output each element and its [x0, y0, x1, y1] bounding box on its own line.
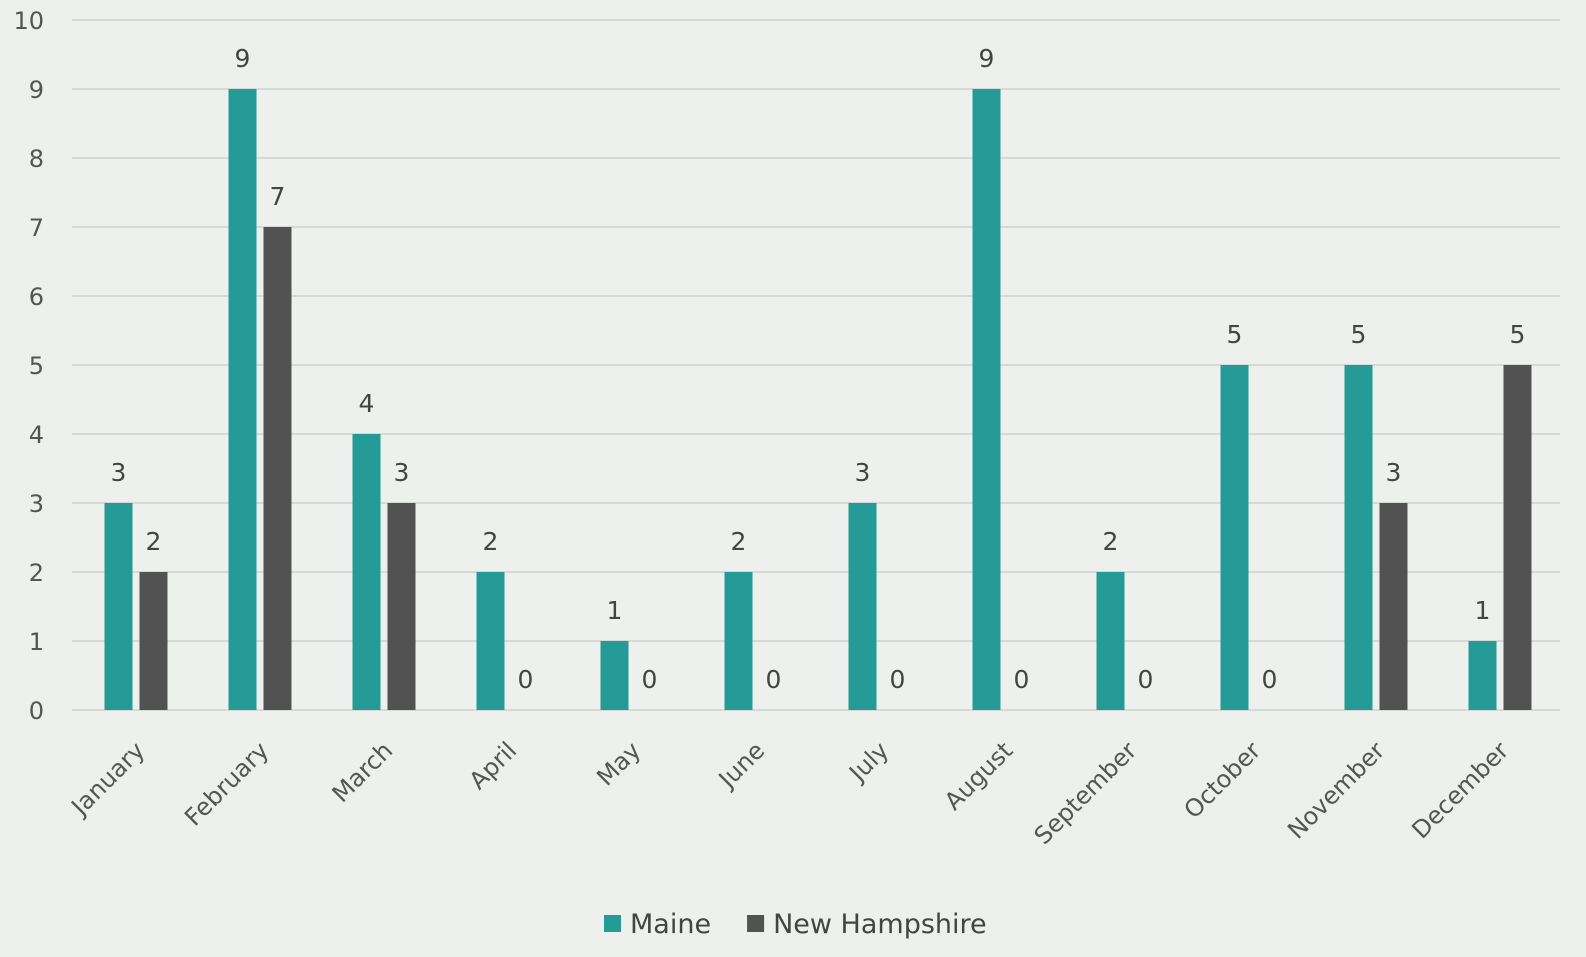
data-label: 3: [111, 458, 127, 487]
x-tick-label: April: [464, 736, 523, 795]
data-label: 5: [1227, 320, 1243, 349]
y-tick-label: 7: [29, 214, 44, 242]
x-tick-label: August: [939, 736, 1018, 815]
x-tick-label: September: [1029, 736, 1143, 850]
y-tick-label: 5: [29, 352, 44, 380]
x-tick-label: May: [591, 736, 646, 791]
data-label: 0: [1014, 665, 1030, 694]
bar: [228, 89, 257, 710]
data-label: 2: [146, 527, 162, 556]
x-tick-label: July: [843, 736, 895, 788]
legend-label: Maine: [630, 909, 711, 940]
bar: [1344, 365, 1373, 710]
bar: [724, 572, 753, 710]
data-label: 7: [270, 182, 286, 211]
data-label: 2: [731, 527, 747, 556]
y-tick-label: 9: [29, 76, 44, 104]
data-label: 5: [1351, 320, 1367, 349]
bar: [352, 434, 381, 710]
bar: [848, 503, 877, 710]
y-tick-label: 10: [13, 7, 44, 35]
data-label: 9: [979, 44, 995, 73]
data-label: 1: [607, 596, 623, 625]
data-label: 9: [235, 44, 251, 73]
x-tick-label: February: [179, 736, 274, 831]
x-tick-label: January: [65, 736, 151, 822]
data-label: 3: [394, 458, 410, 487]
bar: [1379, 503, 1408, 710]
bar: [1220, 365, 1249, 710]
data-label: 3: [855, 458, 871, 487]
data-label: 0: [518, 665, 534, 694]
y-tick-label: 6: [29, 283, 44, 311]
y-tick-label: 3: [29, 490, 44, 518]
data-label: 0: [766, 665, 782, 694]
bar: [1503, 365, 1532, 710]
legend-swatch: [747, 915, 765, 932]
y-tick-label: 0: [29, 697, 44, 725]
data-label: 0: [1262, 665, 1278, 694]
y-tick-label: 4: [29, 421, 44, 449]
x-tick-label: December: [1406, 736, 1514, 844]
bar: [1096, 572, 1125, 710]
data-label: 1: [1475, 596, 1491, 625]
y-tick-label: 2: [29, 559, 44, 587]
y-tick-label: 8: [29, 145, 44, 173]
bar: [1468, 641, 1497, 710]
bar: [600, 641, 629, 710]
x-tick-label: June: [712, 736, 770, 794]
data-label: 2: [1103, 527, 1119, 556]
bar: [972, 89, 1001, 710]
x-tick-label: November: [1282, 736, 1390, 844]
x-tick-label: March: [327, 736, 399, 808]
bar: [387, 503, 416, 710]
y-tick-label: 1: [29, 628, 44, 656]
x-tick-label: October: [1179, 736, 1267, 824]
legend-label: New Hampshire: [773, 909, 987, 940]
bar: [263, 227, 292, 710]
data-label: 0: [642, 665, 658, 694]
data-label: 5: [1510, 320, 1526, 349]
data-label: 2: [483, 527, 499, 556]
data-label: 4: [359, 389, 375, 418]
bar: [104, 503, 133, 710]
legend-swatch: [604, 915, 621, 932]
bar: [476, 572, 505, 710]
data-label: 3: [1386, 458, 1402, 487]
data-label: 0: [890, 665, 906, 694]
bar: [139, 572, 168, 710]
data-label: 0: [1138, 665, 1154, 694]
